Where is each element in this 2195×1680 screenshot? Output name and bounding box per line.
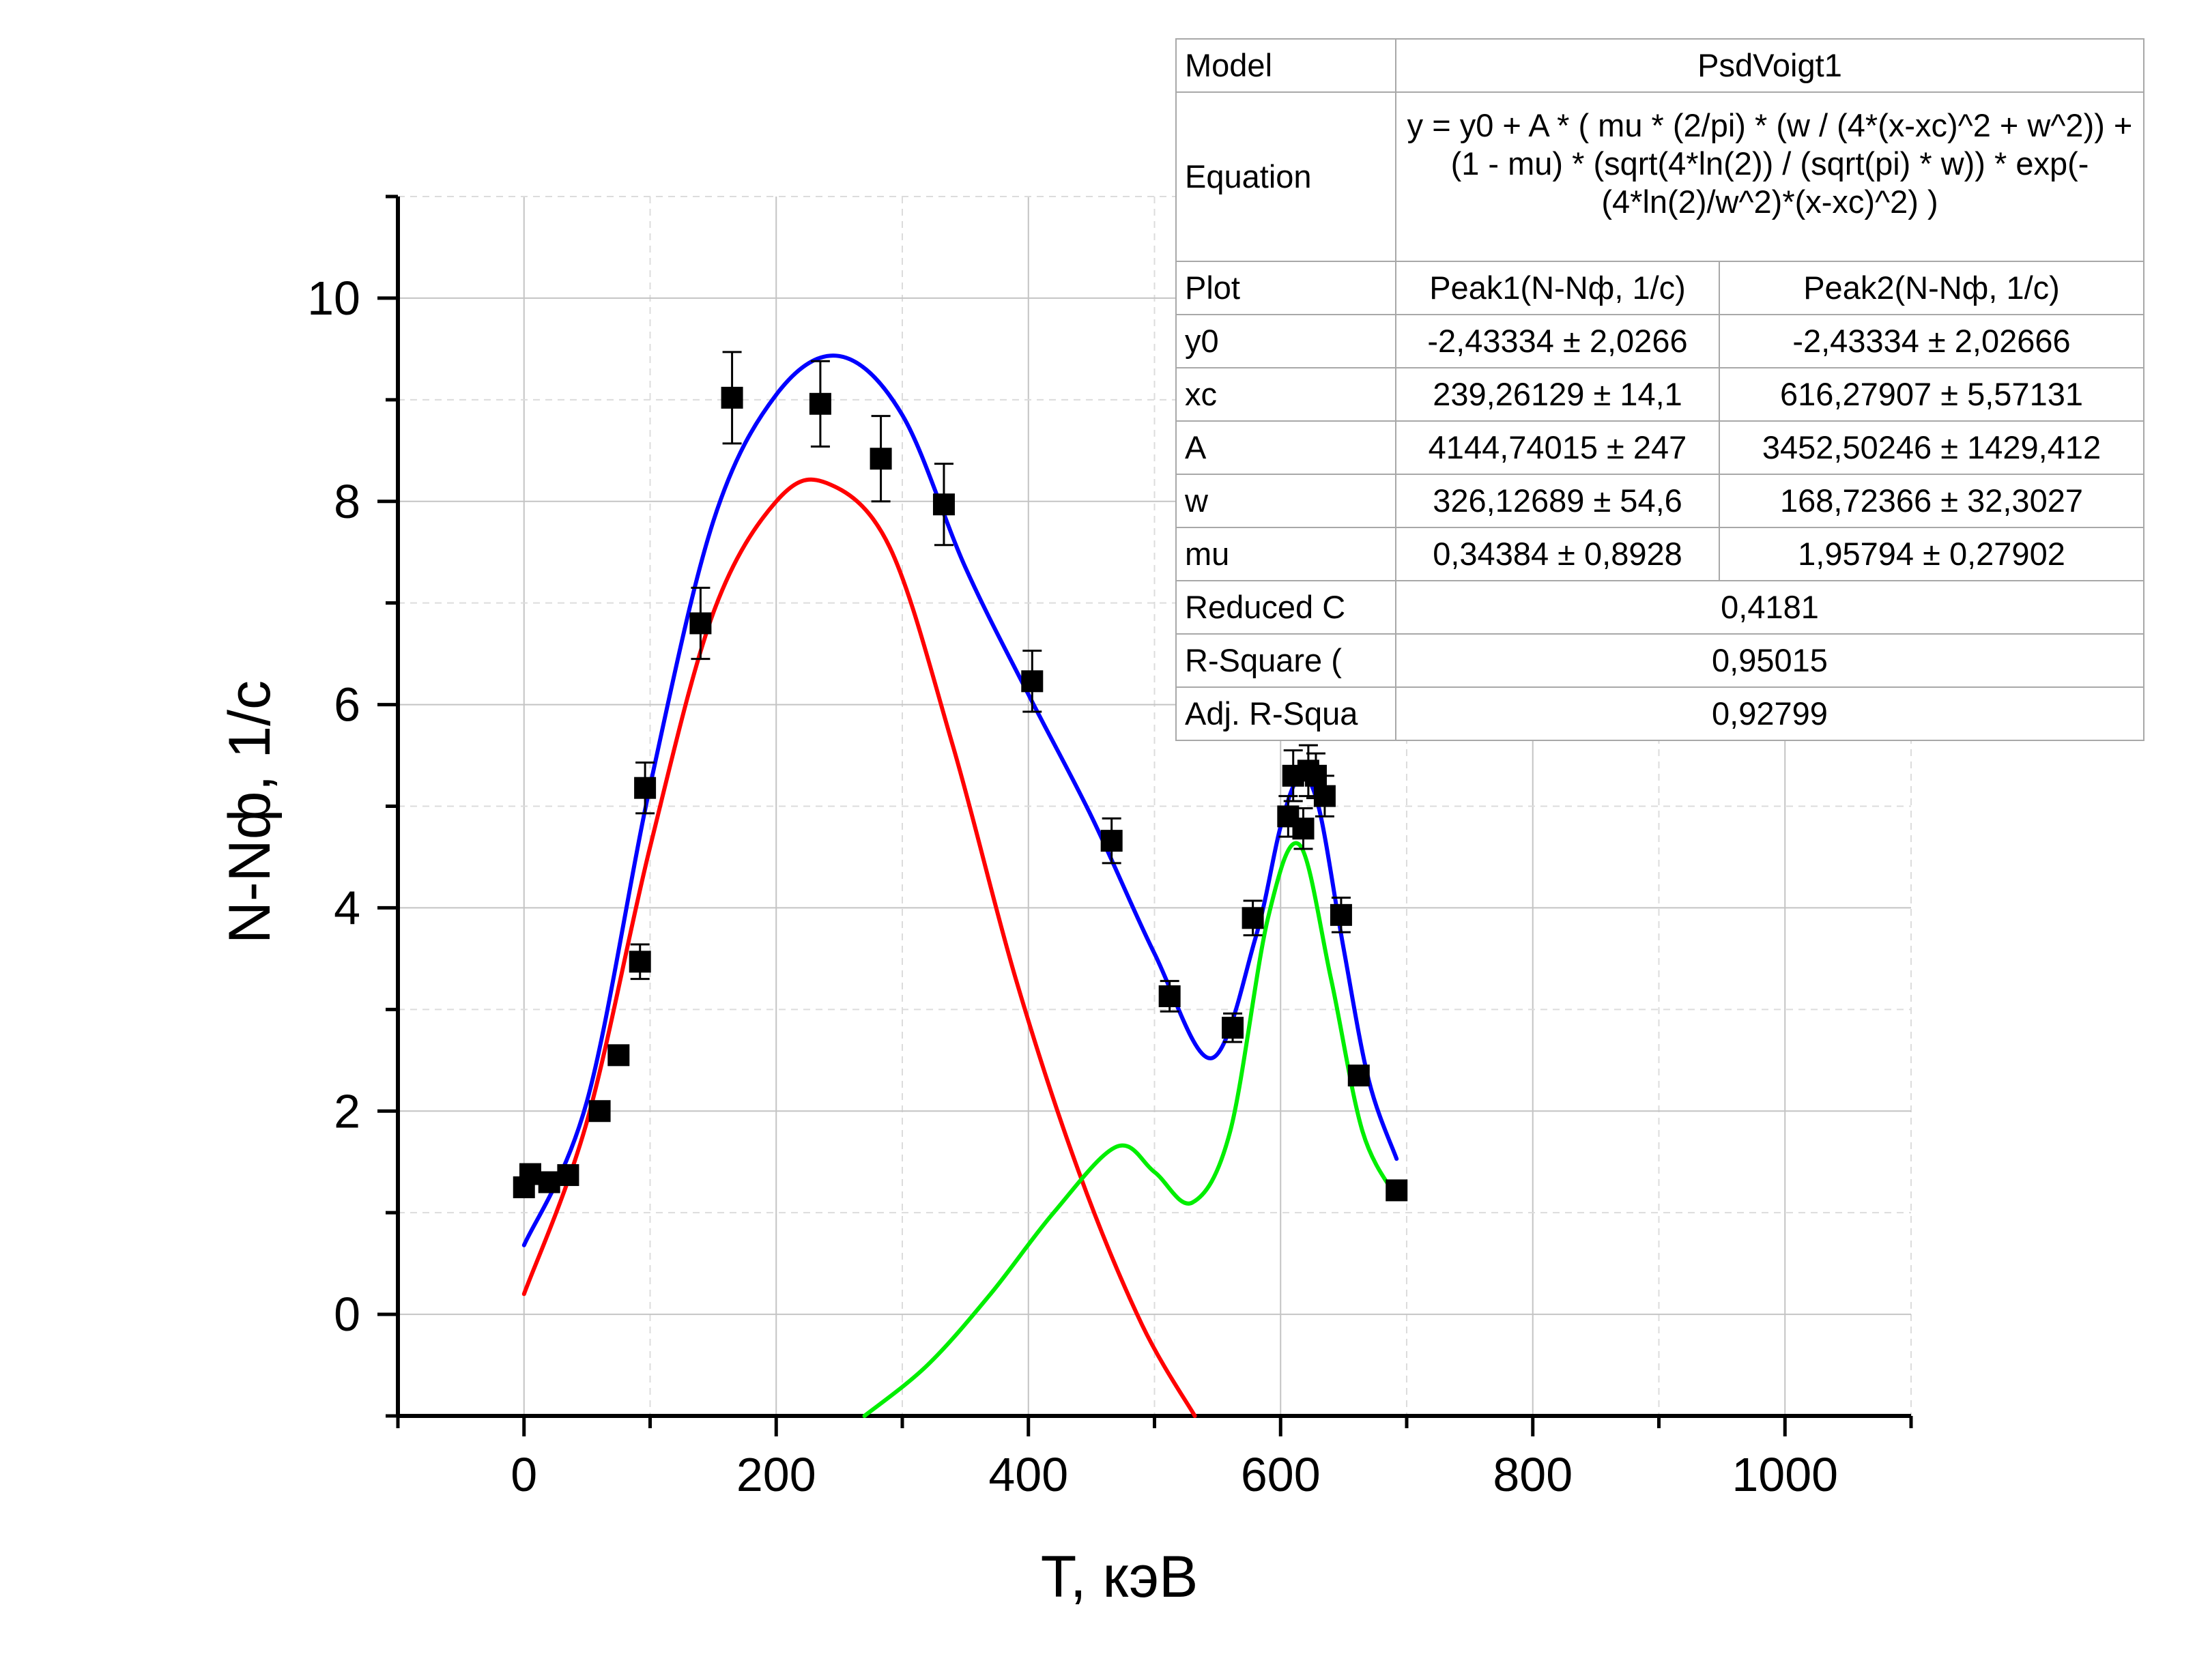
table-row: R-Square ( 0,95015 bbox=[1175, 633, 2145, 688]
param-value: 239,26129 ± 14,1 bbox=[1395, 367, 1720, 422]
param-value: -2,43334 ± 2,0266 bbox=[1395, 314, 1720, 368]
data-point bbox=[1021, 670, 1044, 693]
y-tick-label: 8 bbox=[334, 475, 360, 528]
data-point bbox=[870, 448, 892, 470]
data-point bbox=[1292, 817, 1315, 840]
x-tick-label: 800 bbox=[1493, 1448, 1573, 1501]
table-row: y0 -2,43334 ± 2,0266 -2,43334 ± 2,02666 bbox=[1175, 314, 2145, 368]
table-row: Model PsdVoigt1 bbox=[1175, 38, 2145, 93]
param-value: 616,27907 ± 5,57131 bbox=[1718, 367, 2145, 422]
axes bbox=[377, 194, 1913, 1436]
stat-label: Adj. R-Squa bbox=[1175, 686, 1396, 741]
x-tick-label: 600 bbox=[1241, 1448, 1321, 1501]
table-row: Plot Peak1(N-Nф, 1/c) Peak2(N-Nф, 1/c) bbox=[1175, 261, 2145, 315]
data-point bbox=[1330, 903, 1352, 926]
model-value: PsdVoigt1 bbox=[1394, 38, 2145, 93]
peak2-fit-curve bbox=[862, 841, 1399, 1418]
column-header: Peak1(N-Nф, 1/c) bbox=[1395, 261, 1720, 315]
x-tick-label: 1000 bbox=[1732, 1448, 1838, 1501]
data-point bbox=[1313, 785, 1336, 807]
plot-label: Plot bbox=[1175, 261, 1396, 315]
x-tick-label: 400 bbox=[988, 1448, 1068, 1501]
stat-label: R-Square ( bbox=[1175, 633, 1396, 688]
data-point bbox=[809, 392, 831, 415]
y-tick-label: 10 bbox=[307, 272, 360, 325]
param-label: mu bbox=[1175, 527, 1396, 581]
data-point bbox=[538, 1171, 560, 1193]
data-points bbox=[513, 351, 1408, 1202]
equation-value: y = y0 + A * ( mu * (2/pi) * (w / (4*(x-… bbox=[1394, 91, 2145, 262]
param-label: xc bbox=[1175, 367, 1396, 422]
param-value: 168,72366 ± 32,3027 bbox=[1718, 474, 2145, 528]
stat-label: Reduced C bbox=[1175, 580, 1396, 635]
table-row: Equation y = y0 + A * ( mu * (2/pi) * (w… bbox=[1175, 91, 2145, 262]
param-value: 1,95794 ± 0,27902 bbox=[1718, 527, 2145, 581]
data-point bbox=[557, 1164, 579, 1187]
fit-results-table: Model PsdVoigt1 Equation y = y0 + A * ( … bbox=[1175, 38, 2145, 741]
data-point bbox=[519, 1163, 541, 1185]
data-point bbox=[1158, 985, 1181, 1007]
data-point bbox=[1222, 1017, 1244, 1039]
stat-value: 0,92799 bbox=[1394, 686, 2145, 741]
y-tick-label: 4 bbox=[334, 881, 360, 934]
x-tick-label: 200 bbox=[736, 1448, 816, 1501]
param-value: 4144,74015 ± 247 bbox=[1395, 420, 1720, 475]
table-row: Adj. R-Squa 0,92799 bbox=[1175, 686, 2145, 741]
table-row: Reduced C 0,4181 bbox=[1175, 580, 2145, 635]
equation-label: Equation bbox=[1175, 91, 1396, 262]
param-value: 326,12689 ± 54,6 bbox=[1395, 474, 1720, 528]
param-value: 3452,50246 ± 1429,412 bbox=[1718, 420, 2145, 475]
y-tick-label: 6 bbox=[334, 678, 360, 732]
x-axis-title: T, кэВ bbox=[1041, 1544, 1199, 1610]
stat-value: 0,4181 bbox=[1394, 580, 2145, 635]
param-label: w bbox=[1175, 474, 1396, 528]
data-point bbox=[629, 951, 651, 973]
y-axis-title: N-Nф, 1/с bbox=[217, 680, 283, 944]
data-point bbox=[588, 1100, 611, 1123]
table-row: w 326,12689 ± 54,6 168,72366 ± 32,3027 bbox=[1175, 474, 2145, 528]
data-point bbox=[689, 612, 712, 635]
param-label: A bbox=[1175, 420, 1396, 475]
data-point bbox=[1347, 1065, 1370, 1087]
column-header: Peak2(N-Nф, 1/c) bbox=[1718, 261, 2145, 315]
param-value: 0,34384 ± 0,8928 bbox=[1395, 527, 1720, 581]
tick-labels: 0 200 400 600 800 1000 0 2 4 6 8 10 bbox=[307, 272, 1838, 1501]
param-label: y0 bbox=[1175, 314, 1396, 368]
data-point bbox=[1242, 907, 1264, 929]
data-point bbox=[634, 777, 657, 799]
peak1-fit-curve bbox=[521, 477, 1197, 1418]
table-row: xc 239,26129 ± 14,1 616,27907 ± 5,57131 bbox=[1175, 367, 2145, 422]
param-value: -2,43334 ± 2,02666 bbox=[1718, 314, 2145, 368]
data-point bbox=[607, 1044, 630, 1067]
x-tick-label: 0 bbox=[511, 1448, 537, 1501]
table-row: mu 0,34384 ± 0,8928 1,95794 ± 0,27902 bbox=[1175, 527, 2145, 581]
stat-value: 0,95015 bbox=[1394, 633, 2145, 688]
data-point bbox=[1386, 1179, 1408, 1202]
model-label: Model bbox=[1175, 38, 1396, 93]
data-point bbox=[932, 493, 955, 516]
equation-text: y = y0 + A * ( mu * (2/pi) * (w / (4*(x-… bbox=[1407, 107, 2133, 220]
data-point bbox=[721, 386, 743, 409]
data-point bbox=[1100, 830, 1123, 852]
y-tick-label: 2 bbox=[334, 1084, 360, 1138]
y-tick-label: 0 bbox=[334, 1288, 360, 1341]
table-row: A 4144,74015 ± 247 3452,50246 ± 1429,412 bbox=[1175, 420, 2145, 475]
